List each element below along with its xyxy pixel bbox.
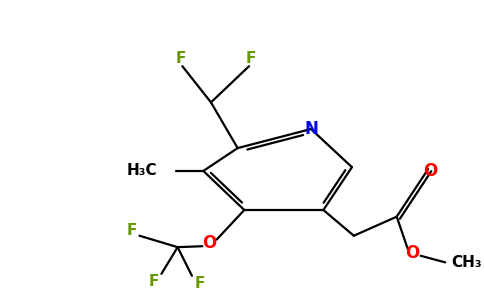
Text: F: F — [175, 51, 186, 66]
Text: N: N — [304, 120, 318, 138]
Text: O: O — [405, 244, 419, 262]
Text: O: O — [202, 234, 216, 252]
Text: F: F — [127, 223, 137, 238]
Text: H₃C: H₃C — [127, 164, 158, 178]
Text: F: F — [246, 51, 256, 66]
Text: O: O — [423, 162, 437, 180]
Text: CH₃: CH₃ — [451, 255, 482, 270]
Text: F: F — [195, 276, 205, 291]
Text: F: F — [149, 274, 159, 289]
